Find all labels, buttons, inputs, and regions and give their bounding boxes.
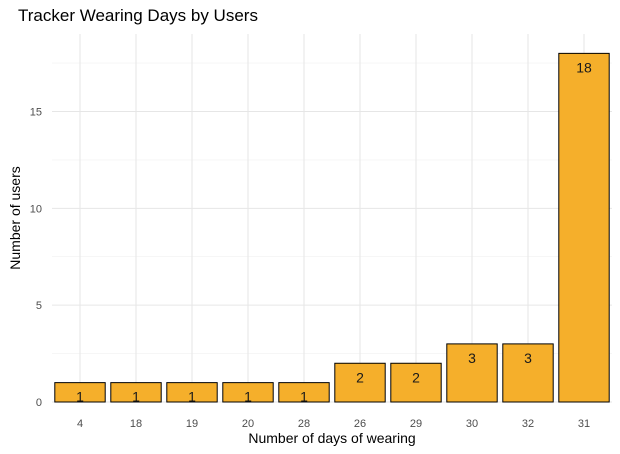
bar-value-label: 1 xyxy=(300,389,308,405)
bar xyxy=(558,52,610,403)
bars xyxy=(54,52,610,403)
y-tick-label: 5 xyxy=(36,300,42,312)
bar xyxy=(334,362,386,403)
x-tick-label: 31 xyxy=(578,418,590,430)
bar-value-label: 3 xyxy=(524,350,532,366)
x-tick-label: 30 xyxy=(466,418,478,430)
y-axis-title: Number of users xyxy=(7,166,23,269)
x-tick-label: 20 xyxy=(242,418,254,430)
x-tick-label: 28 xyxy=(298,418,310,430)
chart-title: Tracker Wearing Days by Users xyxy=(18,6,258,25)
bar-value-label: 1 xyxy=(188,389,196,405)
x-tick-label: 18 xyxy=(130,418,142,430)
bar-labels: 1 1 1 1 1 2 2 3 3 18 xyxy=(76,59,592,404)
bar xyxy=(502,343,554,403)
y-tick-label: 10 xyxy=(30,203,42,215)
x-tick-label: 19 xyxy=(186,418,198,430)
bar-value-label: 3 xyxy=(468,350,476,366)
x-tick-label: 29 xyxy=(410,418,422,430)
y-tick-label: 15 xyxy=(30,106,42,118)
x-tick-labels: 4 18 19 20 28 26 29 30 32 31 xyxy=(77,418,590,430)
bar xyxy=(54,382,106,403)
bar-value-label: 18 xyxy=(576,59,592,75)
bar xyxy=(166,382,218,403)
y-tick-labels: 0 5 10 15 xyxy=(30,106,42,409)
x-axis-title: Number of days of wearing xyxy=(248,430,415,446)
bar xyxy=(446,343,498,403)
bar xyxy=(110,382,162,403)
bar xyxy=(222,382,274,403)
bar-value-label: 1 xyxy=(244,389,252,405)
bar xyxy=(390,362,442,403)
x-tick-label: 32 xyxy=(522,418,534,430)
grid-lines xyxy=(52,34,612,403)
bar-value-label: 1 xyxy=(132,389,140,405)
bar-value-label: 2 xyxy=(356,369,364,385)
x-tick-label: 26 xyxy=(354,418,366,430)
bar xyxy=(278,382,330,403)
x-tick-label: 4 xyxy=(77,418,83,430)
y-tick-label: 0 xyxy=(36,397,42,409)
bar-value-label: 2 xyxy=(412,369,420,385)
bar-value-label: 1 xyxy=(76,389,84,405)
